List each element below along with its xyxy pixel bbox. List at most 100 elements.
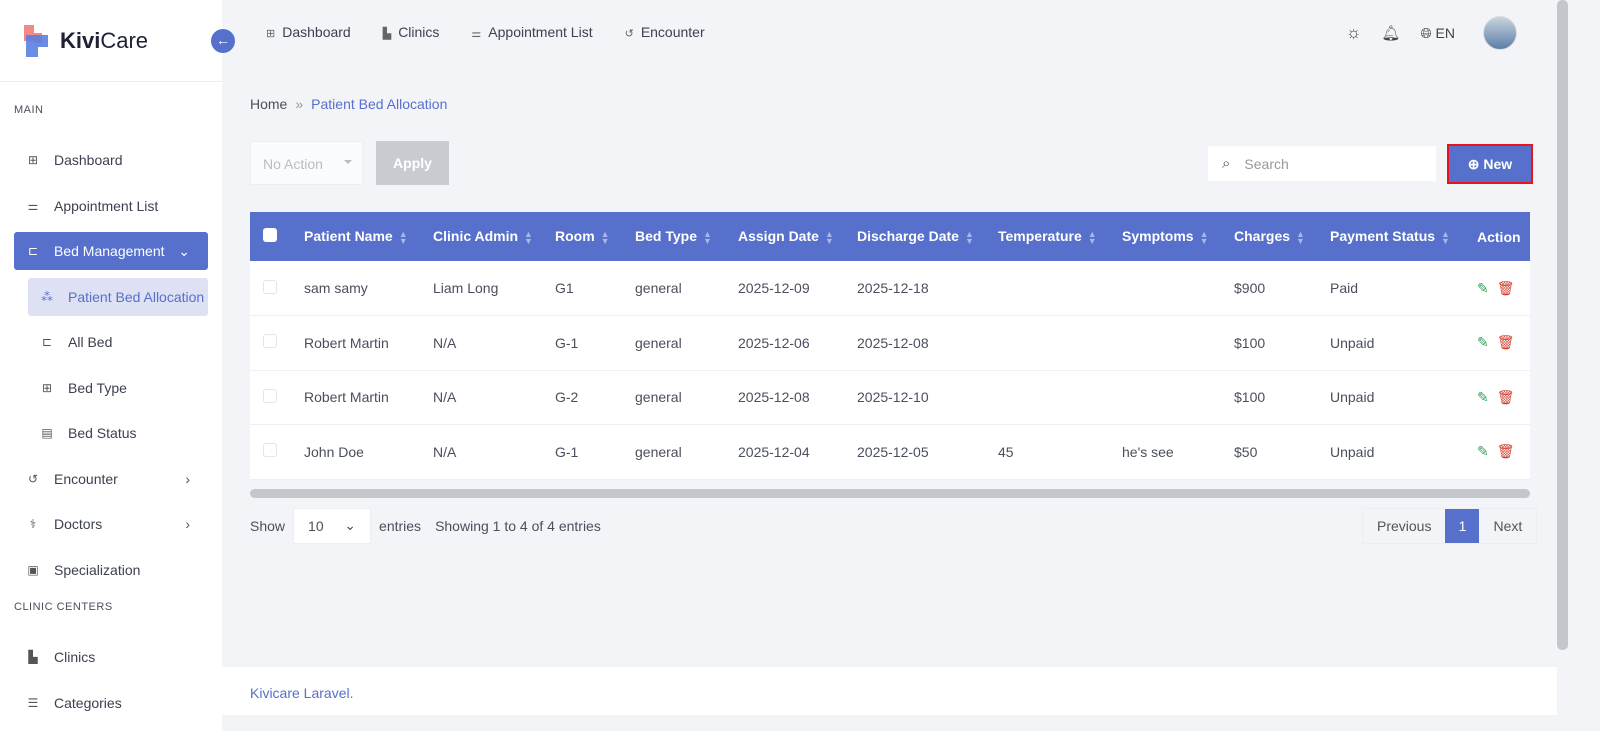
table-row: Robert Martin N/A G-2 general 2025-12-08 2025… bbox=[250, 370, 1530, 425]
language-selector[interactable]: 🌐︎ EN bbox=[1420, 25, 1455, 42]
sort-icon[interactable]: ▲ ▼ bbox=[1087, 228, 1097, 246]
sidebar-item-appointment-list[interactable]: ⚌ Appointment List bbox=[14, 187, 208, 225]
topnav-encounter[interactable]: ↺ Encounter bbox=[625, 24, 705, 40]
plus-circle-icon: ⊕ bbox=[1467, 155, 1480, 172]
sidebar-item-clinics[interactable]: ▙ Clinics bbox=[14, 638, 208, 676]
cell-payment-status: Unpaid bbox=[1321, 315, 1468, 371]
row-checkbox[interactable] bbox=[263, 388, 277, 403]
cell-room: G-1 bbox=[546, 315, 626, 371]
page-1-button[interactable]: 1 bbox=[1445, 509, 1480, 543]
page-size-select[interactable]: 10 ⌄ bbox=[293, 508, 372, 544]
bell-icon[interactable]: 🔔︎ bbox=[1381, 25, 1401, 42]
cell-payment-status: Unpaid bbox=[1321, 424, 1468, 480]
column-header[interactable]: Temperature ▲ ▼ bbox=[989, 212, 1113, 261]
sidebar-item-patient-bed-allocation[interactable]: ⁂ Patient Bed Allocation bbox=[28, 277, 208, 316]
column-header[interactable]: Clinic Admin ▲ ▼ bbox=[424, 212, 546, 261]
sidebar-item-bed-status[interactable]: ▤ Bed Status bbox=[28, 414, 208, 452]
avatar[interactable] bbox=[1483, 16, 1517, 50]
trash-icon[interactable]: 🗑︎ bbox=[1496, 443, 1515, 460]
sidebar-item-dashboard[interactable]: ⊞ Dashboard bbox=[14, 141, 208, 179]
sort-icon[interactable]: ▲ ▼ bbox=[964, 228, 974, 246]
sidebar-item-encounter[interactable]: ↺ Encounter › bbox=[14, 460, 208, 498]
logo[interactable]: KiviCare bbox=[0, 0, 222, 82]
column-header[interactable]: Discharge Date ▲ ▼ bbox=[848, 212, 989, 261]
sort-icon[interactable]: ▲ ▼ bbox=[1441, 228, 1450, 246]
entries-label: entries bbox=[379, 518, 422, 534]
column-header-label: Assign Date bbox=[738, 228, 819, 245]
edit-icon[interactable]: ✎ bbox=[1477, 279, 1489, 296]
apply-button[interactable]: Apply bbox=[376, 141, 449, 185]
page-footer: Kivicare Laravel. bbox=[222, 667, 1557, 715]
next-button[interactable]: Next bbox=[1493, 518, 1523, 534]
new-button[interactable]: ⊕ New bbox=[1447, 144, 1533, 184]
sort-icon[interactable]: ▲ ▼ bbox=[600, 228, 610, 246]
column-header[interactable]: Action bbox=[1468, 212, 1530, 261]
sort-icon[interactable]: ▲ ▼ bbox=[1296, 228, 1305, 246]
sort-icon[interactable]: ▲ ▼ bbox=[1199, 228, 1209, 246]
vertical-scrollbar[interactable] bbox=[1557, 0, 1568, 650]
edit-icon[interactable]: ✎ bbox=[1477, 388, 1489, 405]
sidebar-item-all-bed[interactable]: ⊏ All Bed bbox=[28, 323, 208, 361]
trash-icon[interactable]: 🗑︎ bbox=[1496, 334, 1515, 351]
chevron-right-icon: › bbox=[185, 516, 190, 532]
trash-icon[interactable]: 🗑︎ bbox=[1496, 388, 1515, 405]
collapse-sidebar-button[interactable]: ← bbox=[211, 29, 235, 53]
footer-link[interactable]: Kivicare Laravel. bbox=[250, 685, 354, 701]
row-checkbox[interactable] bbox=[263, 443, 277, 458]
edit-icon[interactable]: ✎ bbox=[1477, 334, 1489, 351]
cell-temperature bbox=[989, 315, 1113, 371]
cell-temperature bbox=[989, 261, 1113, 316]
cell-charges: $900 bbox=[1225, 261, 1321, 316]
cell-bed-type: general bbox=[626, 261, 729, 316]
sort-icon[interactable]: ▲ ▼ bbox=[702, 228, 712, 246]
column-header[interactable]: Symptoms ▲ ▼ bbox=[1113, 212, 1225, 261]
sidebar-item-bed-type[interactable]: ⊞ Bed Type bbox=[28, 369, 208, 407]
top-right-controls: ☼ 🔔︎ 🌐︎ EN bbox=[1346, 16, 1517, 50]
column-header[interactable]: Payment Status ▲ ▼ bbox=[1321, 212, 1468, 261]
column-header[interactable]: Room ▲ ▼ bbox=[546, 212, 626, 261]
column-header-label: Payment Status bbox=[1330, 228, 1436, 245]
topnav-appointment-list[interactable]: ⚌ Appointment List bbox=[471, 24, 592, 40]
column-header[interactable]: Patient Name ▲ ▼ bbox=[295, 212, 424, 261]
sun-icon[interactable]: ☼ bbox=[1345, 23, 1362, 42]
cell-clinic-admin: Liam Long bbox=[424, 261, 546, 316]
edit-icon[interactable]: ✎ bbox=[1477, 443, 1489, 460]
column-header[interactable]: Charges ▲ ▼ bbox=[1225, 212, 1321, 261]
sort-icon[interactable]: ▲ ▼ bbox=[524, 228, 533, 246]
cell-patient-name: John Doe bbox=[295, 424, 424, 480]
column-header[interactable]: Assign Date ▲ ▼ bbox=[729, 212, 848, 261]
bulk-action-select[interactable]: No Action bbox=[250, 141, 363, 185]
cell-bed-type: general bbox=[626, 370, 729, 425]
search-input[interactable]: ⌕ Search bbox=[1208, 146, 1436, 181]
sort-icon[interactable]: ▲ ▼ bbox=[398, 228, 408, 246]
column-header-label: Symptoms bbox=[1122, 228, 1194, 245]
cell-room: G-1 bbox=[546, 424, 626, 480]
column-header[interactable]: Bed Type ▲ ▼ bbox=[626, 212, 729, 261]
sidebar-item-doctors[interactable]: ⚕ Doctors › bbox=[14, 505, 208, 543]
trash-icon[interactable]: 🗑︎ bbox=[1496, 279, 1515, 296]
sidebar-item-bed-management[interactable]: ⊏ Bed Management ⌄ bbox=[14, 232, 208, 270]
previous-button[interactable]: Previous bbox=[1377, 518, 1432, 534]
cell-charges: $100 bbox=[1225, 315, 1321, 371]
cell-symptoms bbox=[1113, 261, 1225, 316]
sidebar-item-categories[interactable]: ☰ Categories bbox=[14, 684, 208, 722]
chevron-right-icon: › bbox=[185, 470, 190, 487]
cell-room: G-2 bbox=[546, 370, 626, 425]
pagination: Previous 1 Next bbox=[1362, 508, 1538, 544]
topnav-dashboard[interactable]: ⊞ Dashboard bbox=[266, 24, 351, 40]
row-checkbox[interactable] bbox=[263, 279, 277, 294]
horizontal-scrollbar[interactable] bbox=[250, 489, 1530, 498]
sort-icon[interactable]: ▲ ▼ bbox=[824, 228, 834, 246]
cell-assign-date: 2025-12-06 bbox=[729, 315, 848, 371]
cell-action: ✎ 🗑︎ bbox=[1468, 261, 1530, 316]
sidebar-item-specialization[interactable]: ▣ Specialization bbox=[14, 551, 208, 589]
row-checkbox[interactable] bbox=[263, 334, 277, 349]
topnav-clinics[interactable]: ▙ Clinics bbox=[383, 24, 440, 40]
show-label: Show bbox=[250, 518, 286, 534]
language-label: EN bbox=[1435, 24, 1455, 41]
select-all-checkbox[interactable] bbox=[263, 228, 277, 242]
column-header-label: Room bbox=[555, 228, 595, 245]
label: All Bed bbox=[68, 334, 113, 350]
breadcrumb-home[interactable]: Home bbox=[250, 96, 288, 112]
column-header-label: Discharge Date bbox=[857, 228, 959, 245]
